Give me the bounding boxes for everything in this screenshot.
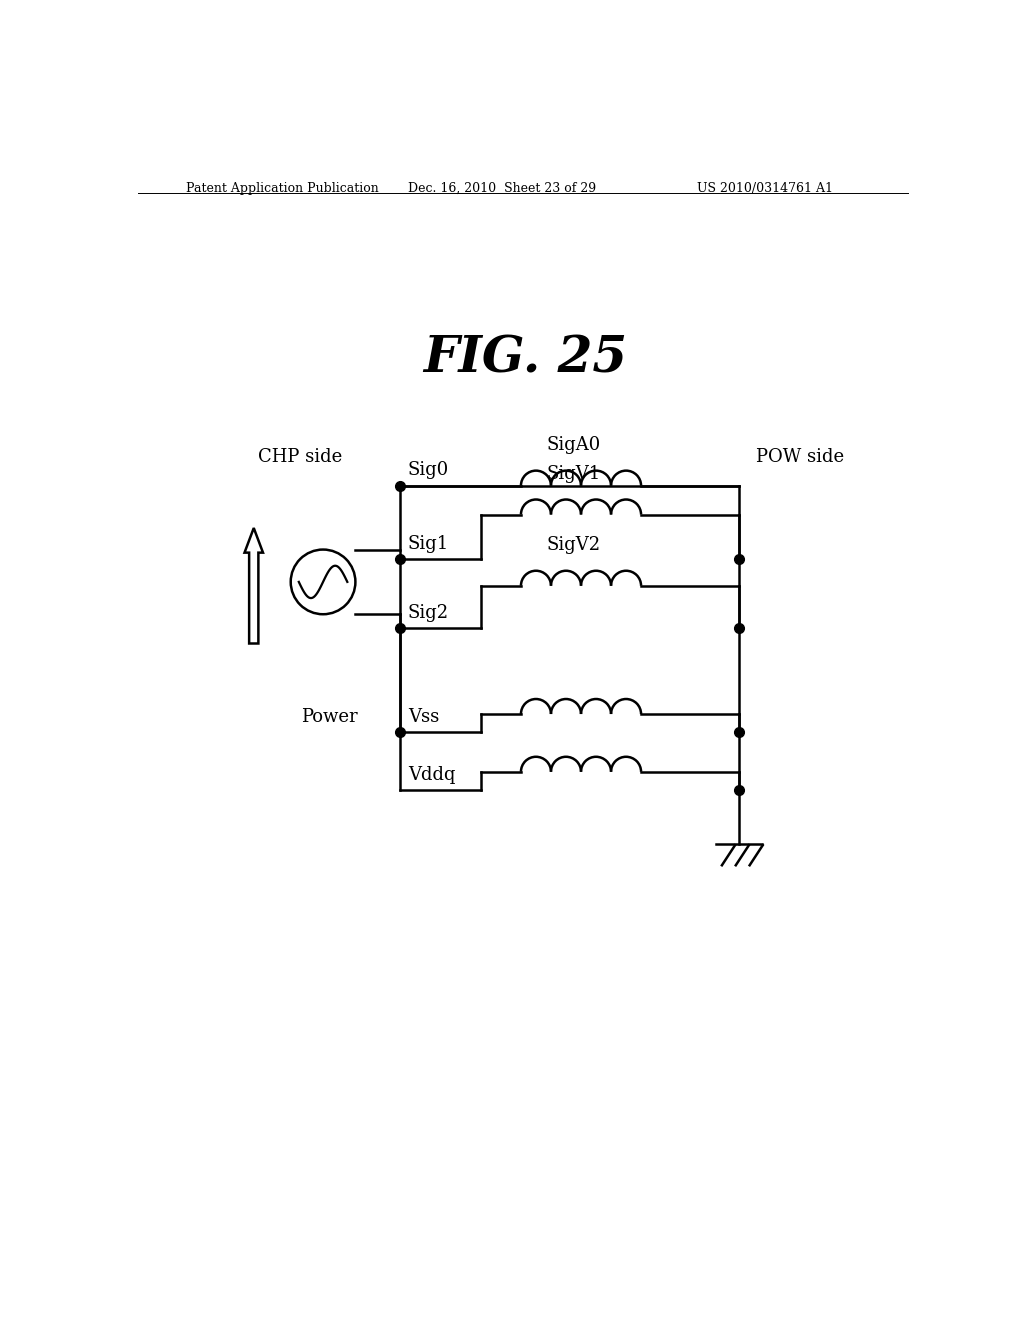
Text: Sig2: Sig2 xyxy=(408,605,449,622)
Text: FIG. 25: FIG. 25 xyxy=(423,334,627,383)
Text: US 2010/0314761 A1: US 2010/0314761 A1 xyxy=(696,182,833,194)
Text: Vss: Vss xyxy=(408,708,439,726)
Text: POW side: POW side xyxy=(757,449,845,466)
Text: Power: Power xyxy=(301,708,357,726)
Text: SigA0: SigA0 xyxy=(546,436,600,454)
Text: SigV2: SigV2 xyxy=(546,536,600,554)
Text: SigV1: SigV1 xyxy=(546,465,600,483)
Text: Vddq: Vddq xyxy=(408,766,456,784)
Text: CHP side: CHP side xyxy=(258,449,342,466)
Text: Dec. 16, 2010  Sheet 23 of 29: Dec. 16, 2010 Sheet 23 of 29 xyxy=(408,182,596,194)
Text: Sig0: Sig0 xyxy=(408,462,449,479)
Text: Sig1: Sig1 xyxy=(408,535,449,553)
Text: Patent Application Publication: Patent Application Publication xyxy=(186,182,379,194)
